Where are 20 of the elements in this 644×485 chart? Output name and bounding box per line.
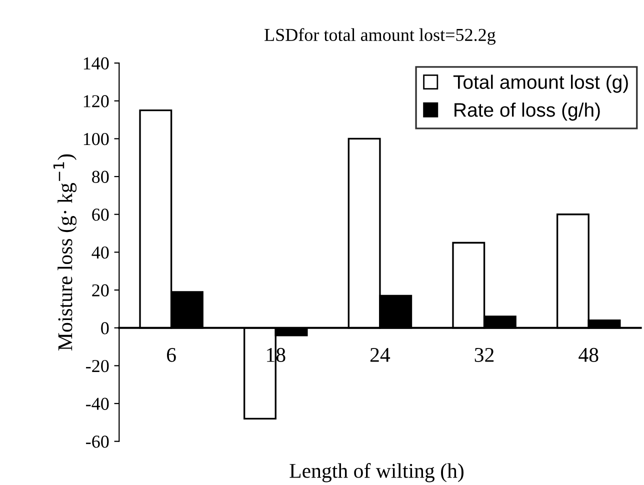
x-tick-label: 32 [474,348,494,362]
y-axis-title: Moisture loss (g· kg$^{−1}$) [53,154,77,350]
chart-title: LSDfor total amount lost=52.2g [264,28,496,45]
legend-label: Total amount lost (g) [453,74,628,93]
y-tick-label: 0 [101,322,109,334]
y-tick-label: -40 [86,398,109,410]
y-tick-label: 80 [92,170,109,183]
y-tick-label: 40 [92,246,109,259]
y-tick-label: 120 [84,95,109,108]
x-tick-label: 48 [578,348,598,362]
x-tick-label: 6 [166,348,176,362]
x-tick-label: 24 [370,348,390,362]
y-tick-label: 20 [92,284,109,296]
y-tick-label: -60 [86,436,109,448]
y-tick-label: 100 [84,132,109,146]
x-axis-title: Length of wilting (h) [290,463,464,482]
y-tick-label: -20 [86,360,109,372]
y-tick-label: 140 [84,57,109,70]
legend-label: Rate of loss (g/h) [454,102,600,121]
y-tick-label: 60 [92,208,109,221]
